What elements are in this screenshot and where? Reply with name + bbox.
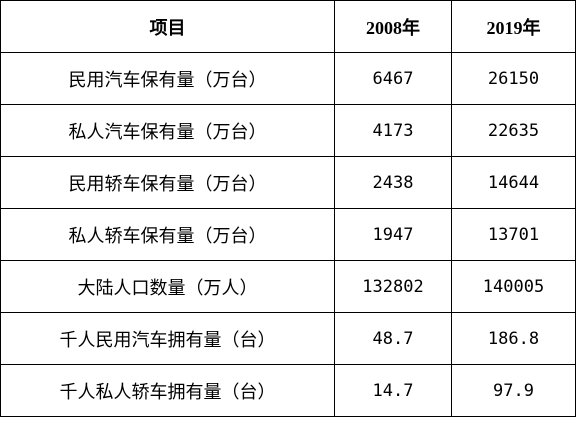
value-cell: 6467	[334, 52, 452, 105]
item-cell: 千人民用汽车拥有量（台）	[0, 312, 335, 365]
value-cell: 186.8	[451, 312, 576, 365]
value-cell: 14.7	[334, 364, 452, 417]
table-row: 私人汽车保有量（万台） 4173 22635	[0, 104, 576, 157]
value-cell: 2438	[334, 156, 452, 209]
table-row: 民用汽车保有量（万台） 6467 26150	[0, 52, 576, 105]
item-cell: 民用轿车保有量（万台）	[0, 156, 335, 209]
value-cell: 26150	[451, 52, 576, 105]
value-cell: 132802	[334, 260, 452, 313]
value-cell: 140005	[451, 260, 576, 313]
table-row: 千人民用汽车拥有量（台） 48.7 186.8	[0, 312, 576, 365]
header-cell: 项目	[0, 0, 335, 53]
header-row: 项目 2008年 2019年	[0, 0, 576, 53]
item-cell: 千人私人轿车拥有量（台）	[0, 364, 335, 417]
value-cell: 14644	[451, 156, 576, 209]
header-cell: 2019年	[451, 0, 576, 53]
table-row: 千人私人轿车拥有量（台） 14.7 97.9	[0, 364, 576, 417]
item-cell: 大陆人口数量（万人）	[0, 260, 335, 313]
item-cell: 私人轿车保有量（万台）	[0, 208, 335, 261]
header-cell: 2008年	[334, 0, 452, 53]
item-cell: 民用汽车保有量（万台）	[0, 52, 335, 105]
item-cell: 私人汽车保有量（万台）	[0, 104, 335, 157]
value-cell: 22635	[451, 104, 576, 157]
value-cell: 48.7	[334, 312, 452, 365]
value-cell: 13701	[451, 208, 576, 261]
value-cell: 4173	[334, 104, 452, 157]
table-row: 大陆人口数量（万人） 132802 140005	[0, 260, 576, 313]
value-cell: 97.9	[451, 364, 576, 417]
table-row: 民用轿车保有量（万台） 2438 14644	[0, 156, 576, 209]
value-cell: 1947	[334, 208, 452, 261]
table-row: 私人轿车保有量（万台） 1947 13701	[0, 208, 576, 261]
